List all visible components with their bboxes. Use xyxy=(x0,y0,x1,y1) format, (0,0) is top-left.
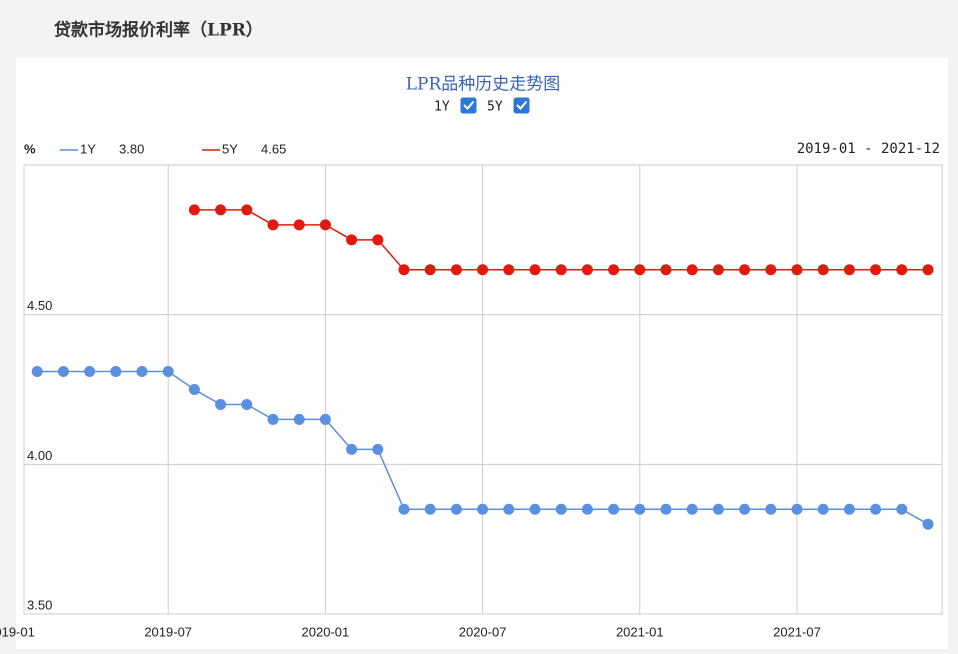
data-point xyxy=(581,503,593,515)
data-point xyxy=(84,366,96,378)
data-point xyxy=(922,264,934,276)
data-point xyxy=(870,503,882,515)
data-point xyxy=(503,264,515,276)
data-point xyxy=(634,264,646,276)
data-point xyxy=(896,503,908,515)
data-point xyxy=(136,366,148,378)
data-point xyxy=(188,384,200,395)
data-point xyxy=(817,503,829,515)
data-point xyxy=(424,503,436,515)
data-point xyxy=(267,413,279,425)
x-tick-label: 2020-01 xyxy=(302,624,350,639)
data-point xyxy=(398,264,410,276)
data-point xyxy=(555,264,567,276)
data-point xyxy=(319,219,331,231)
series-checkbox[interactable] xyxy=(460,97,477,114)
data-point xyxy=(241,398,253,410)
data-point xyxy=(346,443,358,455)
data-point xyxy=(660,264,672,276)
y-axis-label: % xyxy=(24,141,36,156)
toggle-label: 5Y xyxy=(487,100,503,115)
data-point xyxy=(791,503,803,515)
data-point xyxy=(450,264,462,276)
data-point xyxy=(739,503,751,515)
data-point xyxy=(686,264,698,276)
data-point xyxy=(424,264,436,276)
data-point xyxy=(372,234,384,246)
data-point xyxy=(503,503,515,515)
data-point xyxy=(241,204,253,216)
data-point xyxy=(319,413,331,425)
legend-value: 3.80 xyxy=(119,141,144,156)
x-tick-label: 2021-01 xyxy=(616,624,664,639)
y-tick-label: 4.00 xyxy=(27,448,52,463)
data-point xyxy=(293,219,305,231)
data-point xyxy=(188,204,200,216)
data-point xyxy=(608,503,620,515)
legend-label: 5Y xyxy=(222,141,238,156)
data-point xyxy=(346,234,358,246)
data-point xyxy=(870,264,882,276)
data-point xyxy=(765,503,777,515)
data-point xyxy=(581,264,593,276)
data-point xyxy=(712,503,724,515)
data-point xyxy=(477,503,489,515)
legend-value: 4.65 xyxy=(261,141,286,156)
data-point xyxy=(896,264,908,276)
y-tick-label: 4.50 xyxy=(27,298,52,313)
chart-title: LPR品种历史走势图 xyxy=(406,75,561,95)
series-checkbox[interactable] xyxy=(513,97,530,114)
data-point xyxy=(293,413,305,425)
page-title: 贷款市场报价利率（LPR） xyxy=(54,20,263,41)
data-point xyxy=(765,264,777,276)
data-point xyxy=(450,503,462,515)
data-point xyxy=(686,503,698,515)
data-point xyxy=(817,264,829,276)
data-point xyxy=(215,398,227,410)
data-point xyxy=(660,503,672,515)
date-range: 2019-01 - 2021-12 xyxy=(797,141,940,157)
data-point xyxy=(843,503,855,515)
x-tick-label: 2020-07 xyxy=(459,624,507,639)
y-tick-label: 3.50 xyxy=(27,597,52,612)
data-point xyxy=(739,264,751,276)
data-point xyxy=(477,264,489,276)
data-point xyxy=(608,264,620,276)
data-point xyxy=(162,366,174,378)
x-tick-label: 2019-07 xyxy=(144,624,192,639)
checkmark xyxy=(463,100,475,110)
data-point xyxy=(791,264,803,276)
data-point xyxy=(372,443,384,455)
data-point xyxy=(267,219,279,231)
x-tick-label: 2019-01 xyxy=(0,624,35,639)
data-point xyxy=(215,204,227,216)
data-point xyxy=(31,366,43,378)
data-point xyxy=(843,264,855,276)
data-point xyxy=(398,503,410,515)
toggle-label: 1Y xyxy=(434,100,450,115)
x-tick-label: 2021-07 xyxy=(773,624,821,639)
legend-label: 1Y xyxy=(80,141,96,156)
data-point xyxy=(922,518,934,530)
data-point xyxy=(529,503,541,515)
data-point xyxy=(555,503,567,515)
chart-panel xyxy=(16,58,948,649)
data-point xyxy=(529,264,541,276)
checkmark xyxy=(516,100,528,110)
data-point xyxy=(57,366,69,378)
data-point xyxy=(110,366,122,378)
data-point xyxy=(634,503,646,515)
data-point xyxy=(712,264,724,276)
